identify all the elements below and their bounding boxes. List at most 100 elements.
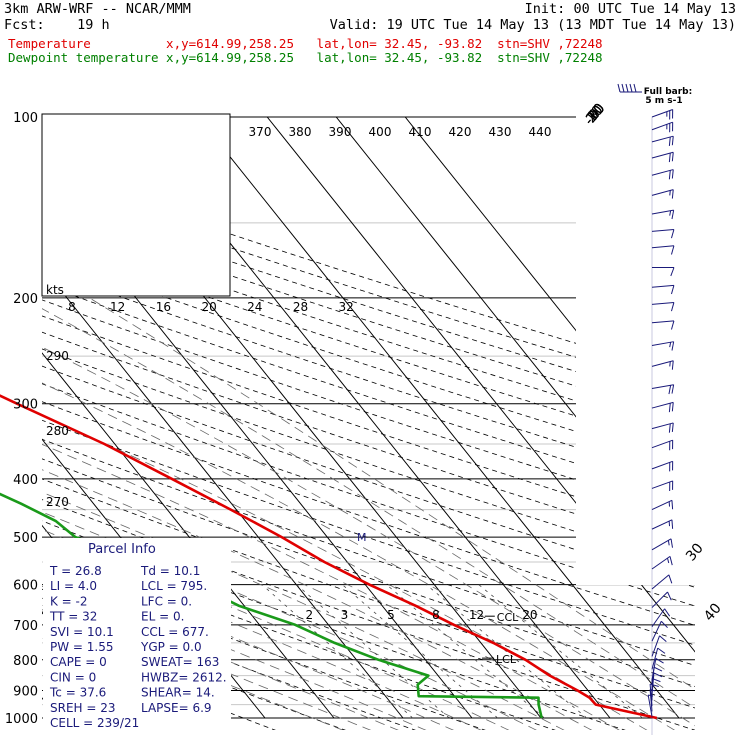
isotherm-30 (197, 116, 680, 719)
parcel-row-left-7: CIN = 0 (50, 670, 96, 684)
wind-barb-flag (664, 608, 671, 617)
valid-time: Valid: 19 UTC Tue 14 May 13 (13 MDT Tue … (329, 17, 736, 33)
isotherm-label-right-40: 40 (701, 600, 725, 624)
wind-barb-flag (671, 422, 674, 432)
parcel-row-left-1: LI = 4.0 (50, 579, 97, 593)
parcel-row-left-3: TT = 32 (49, 610, 97, 624)
wind-barb-staff (651, 635, 660, 657)
wind-barb-staff (651, 384, 674, 390)
dry-adiabat-270 (42, 129, 487, 730)
wind-barb-flag (668, 403, 671, 413)
wind-barb-staff (651, 284, 674, 288)
hodograph-scale-32: 32 (339, 300, 354, 314)
parcel-row-right-7: HWBZ= 2612. (141, 670, 227, 684)
wind-barb-flag (671, 384, 675, 394)
wind-barb-staff (649, 689, 653, 712)
ccl-label: CCL (497, 611, 519, 624)
hodograph-scale-20: 20 (201, 300, 216, 314)
dry-adiabat-350 (42, 129, 695, 730)
mixing-ratio-8 (386, 584, 545, 719)
wind-barb-flag (668, 423, 671, 433)
wind-barb-flag (671, 152, 674, 162)
barb-legend-flag (617, 83, 621, 93)
pressure-tick-900: 900 (13, 684, 38, 699)
hodograph-frame (41, 113, 231, 297)
wind-barb-flag (653, 672, 663, 678)
moist-adiabat-4 (42, 297, 510, 730)
wind-barb-flag (671, 341, 675, 351)
theta-label-400: 400 (369, 125, 392, 139)
wind-barb-flag (671, 136, 674, 146)
wind-barb-flag (649, 683, 659, 687)
moist-adiabat-12 (42, 297, 566, 730)
hodograph-scale-24: 24 (247, 300, 262, 314)
parcel-row-left-0: T = 26.8 (49, 564, 102, 578)
wind-barb-staff (651, 480, 673, 489)
parcel-row-right-3: EL = 0. (141, 610, 184, 624)
theta-label-380: 380 (289, 125, 312, 139)
parcel-row-left-4: SVI = 10.1 (50, 625, 114, 639)
isotherm-60 (404, 116, 695, 719)
wind-barb-staff (651, 519, 673, 530)
parcel-row-right-4: CCL = 677. (141, 625, 209, 639)
pressure-tick-800: 800 (13, 654, 38, 669)
dry-adiabat-label-270: 270 (46, 495, 69, 509)
barb-legend-flag (621, 83, 625, 93)
dry-adiabat-480 (42, 129, 695, 730)
mixing-ratio-label-12: 12 (469, 608, 484, 622)
dry-adiabat-470 (42, 129, 695, 730)
wind-barb-staff (651, 301, 674, 305)
wind-barb-flag (668, 385, 672, 395)
wind-barb-flag (670, 538, 673, 548)
parcel-info-title: Parcel Info (88, 542, 156, 557)
wind-barb-flag (671, 210, 675, 220)
wind-barb-staff (651, 135, 674, 143)
moist-adiabat-16 (42, 297, 593, 730)
pressure-tick-500: 500 (13, 531, 38, 546)
wind-barb-flag (670, 302, 675, 312)
barb-title: Full barb: (644, 87, 692, 97)
moist-adiabat-40 (89, 297, 695, 730)
wind-barb-staff (651, 209, 674, 215)
model-title: 3km ARW-WRF -- NCAR/MMM (4, 1, 191, 17)
moist-adiabat-8 (42, 297, 538, 730)
wind-barb-staff (651, 169, 674, 176)
wind-barb-flag (668, 153, 671, 163)
wind-barb-flag (669, 556, 673, 566)
wind-barb-flag (671, 500, 674, 510)
dry-adiabat-410 (42, 129, 695, 730)
wind-barb-flag (655, 658, 664, 664)
moist-adiabat-28 (42, 297, 676, 730)
mixing-ratio-label-2: 2 (306, 608, 314, 622)
wind-barb-staff (651, 439, 673, 449)
wind-barb-staff (651, 499, 673, 511)
wind-barb-flag (671, 519, 674, 529)
wind-barb-flag (653, 666, 663, 672)
moist-adiabat--20 (42, 297, 345, 730)
hodograph-scale-28: 28 (293, 300, 308, 314)
wind-barb-flag (670, 229, 675, 239)
init-time: Init: 00 UTC Tue 14 May 13 (524, 1, 736, 17)
wind-barb-staff (651, 555, 671, 570)
barb-legend-flag (633, 83, 637, 93)
hodograph-scale-16: 16 (156, 300, 171, 314)
barb-unit: 5 m s-1 (645, 96, 682, 106)
wind-barb-flag (660, 620, 668, 629)
wind-barb-staff (651, 460, 673, 470)
parcel-row-left-6: CAPE = 0 (50, 655, 107, 669)
wind-barb-flag (649, 688, 656, 692)
pressure-tick-200: 200 (13, 292, 38, 307)
moist-adiabat-32 (42, 297, 695, 730)
pressure-tick-700: 700 (13, 619, 38, 634)
barb-legend-flag (629, 83, 633, 93)
wind-barb-staff (651, 422, 674, 430)
wind-barb-flag (671, 402, 674, 412)
pressure-tick-600: 600 (13, 579, 38, 594)
dewpoint-profile (0, 492, 543, 719)
parcel-row-left-8: Tc = 37.6 (49, 686, 106, 700)
wind-barb-flag (671, 360, 674, 370)
mixing-ratio-label-3: 3 (341, 608, 349, 622)
wind-barb-flag (670, 245, 675, 255)
